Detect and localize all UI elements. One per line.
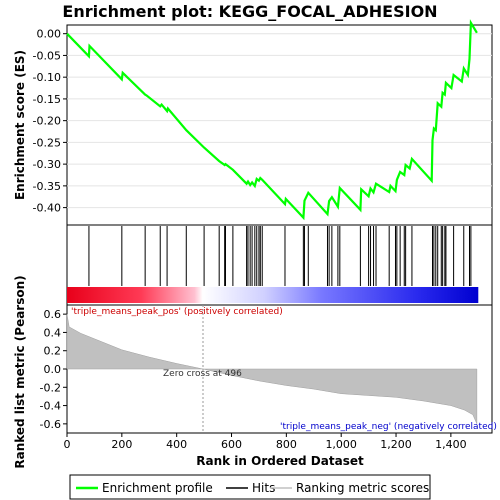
legend-profile-label: Enrichment profile xyxy=(102,481,213,495)
es-tick-label: -0.35 xyxy=(33,180,61,193)
es-tick-label: -0.20 xyxy=(33,115,61,128)
x-tick-label: 1,000 xyxy=(325,438,357,451)
positive-correlation-label: 'triple_means_peak_pos' (positively corr… xyxy=(71,307,283,317)
negative-correlation-label: 'triple_means_peak_neg' (negatively corr… xyxy=(280,422,497,432)
metric-y-axis-label: Ranked list metric (Pearson) xyxy=(13,275,27,468)
x-tick-label: 200 xyxy=(111,438,132,451)
x-tick-label: 400 xyxy=(166,438,187,451)
x-tick-label: 1,200 xyxy=(380,438,412,451)
es-tick-label: -0.30 xyxy=(33,158,61,171)
ranking-color-bar xyxy=(67,287,479,303)
legend: Enrichment profile Hits Ranking metric s… xyxy=(69,474,431,500)
es-tick-label: -0.15 xyxy=(33,93,61,106)
ranking-metric-area xyxy=(66,314,478,425)
es-gridlines xyxy=(67,33,492,209)
metric-tick-label: -0.4 xyxy=(40,400,61,413)
zero-cross-label: Zero cross at 496 xyxy=(163,369,242,379)
x-tick-label: 0 xyxy=(64,438,71,451)
metric-tick-label: 0.2 xyxy=(44,345,62,358)
es-tick-label: -0.10 xyxy=(33,71,61,84)
es-tick-label: 0.00 xyxy=(37,28,62,41)
es-y-ticks: 0.00 -0.05 -0.10 -0.15 -0.20 -0.25 -0.30 -0.35 -… xyxy=(33,28,67,215)
enrichment-profile-path xyxy=(66,19,478,221)
metric-y-ticks: 0.6 0.4 0.2 0.0 -0.2 -0.4 -0.6 xyxy=(40,308,67,431)
metric-tick-label: 0.4 xyxy=(44,326,62,339)
legend-box xyxy=(69,474,431,500)
es-panel-frame xyxy=(66,24,493,226)
metric-tick-label: -0.2 xyxy=(40,381,61,394)
es-tick-label: -0.25 xyxy=(33,136,61,149)
x-tick-label: 600 xyxy=(221,438,242,451)
metric-tick-label: 0.0 xyxy=(44,363,62,376)
hit-markers xyxy=(88,226,472,286)
x-tick-label: 800 xyxy=(276,438,297,451)
chart-title: Enrichment plot: KEGG_FOCAL_ADHESION xyxy=(62,2,437,21)
x-axis-label: Rank in Ordered Dataset xyxy=(196,454,364,468)
x-tick-label: 1,400 xyxy=(435,438,467,451)
es-y-axis-label: Enrichment score (ES) xyxy=(13,50,27,200)
es-tick-label: -0.05 xyxy=(33,49,61,62)
x-axis-ticks: 0 200 400 600 800 1,000 1,200 1,400 xyxy=(64,433,467,451)
metric-tick-label: -0.6 xyxy=(40,418,61,431)
legend-metric-label: Ranking metric scores xyxy=(296,481,429,495)
enrichment-profile-line xyxy=(66,19,478,221)
legend-hits-label: Hits xyxy=(252,481,275,495)
metric-tick-label: 0.6 xyxy=(44,308,62,321)
es-tick-label: -0.40 xyxy=(33,202,61,215)
